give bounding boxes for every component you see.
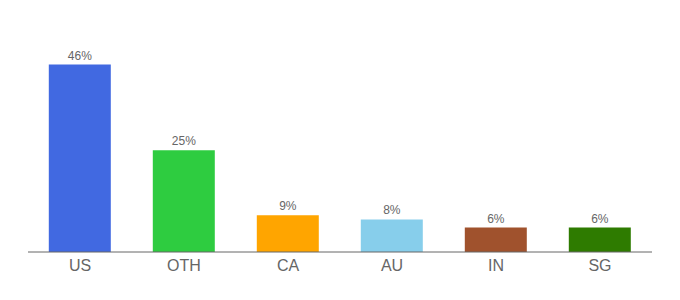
svg-text:46%: 46%	[68, 49, 92, 63]
svg-text:CA: CA	[277, 257, 300, 274]
svg-text:8%: 8%	[383, 203, 401, 217]
svg-text:US: US	[69, 257, 91, 274]
svg-text:6%: 6%	[591, 212, 609, 226]
svg-text:9%: 9%	[279, 199, 297, 213]
svg-text:25%: 25%	[172, 134, 196, 148]
svg-text:SG: SG	[588, 257, 611, 274]
svg-text:6%: 6%	[487, 212, 505, 226]
svg-text:IN: IN	[488, 257, 504, 274]
svg-text:OTH: OTH	[167, 257, 201, 274]
svg-text:AU: AU	[381, 257, 403, 274]
